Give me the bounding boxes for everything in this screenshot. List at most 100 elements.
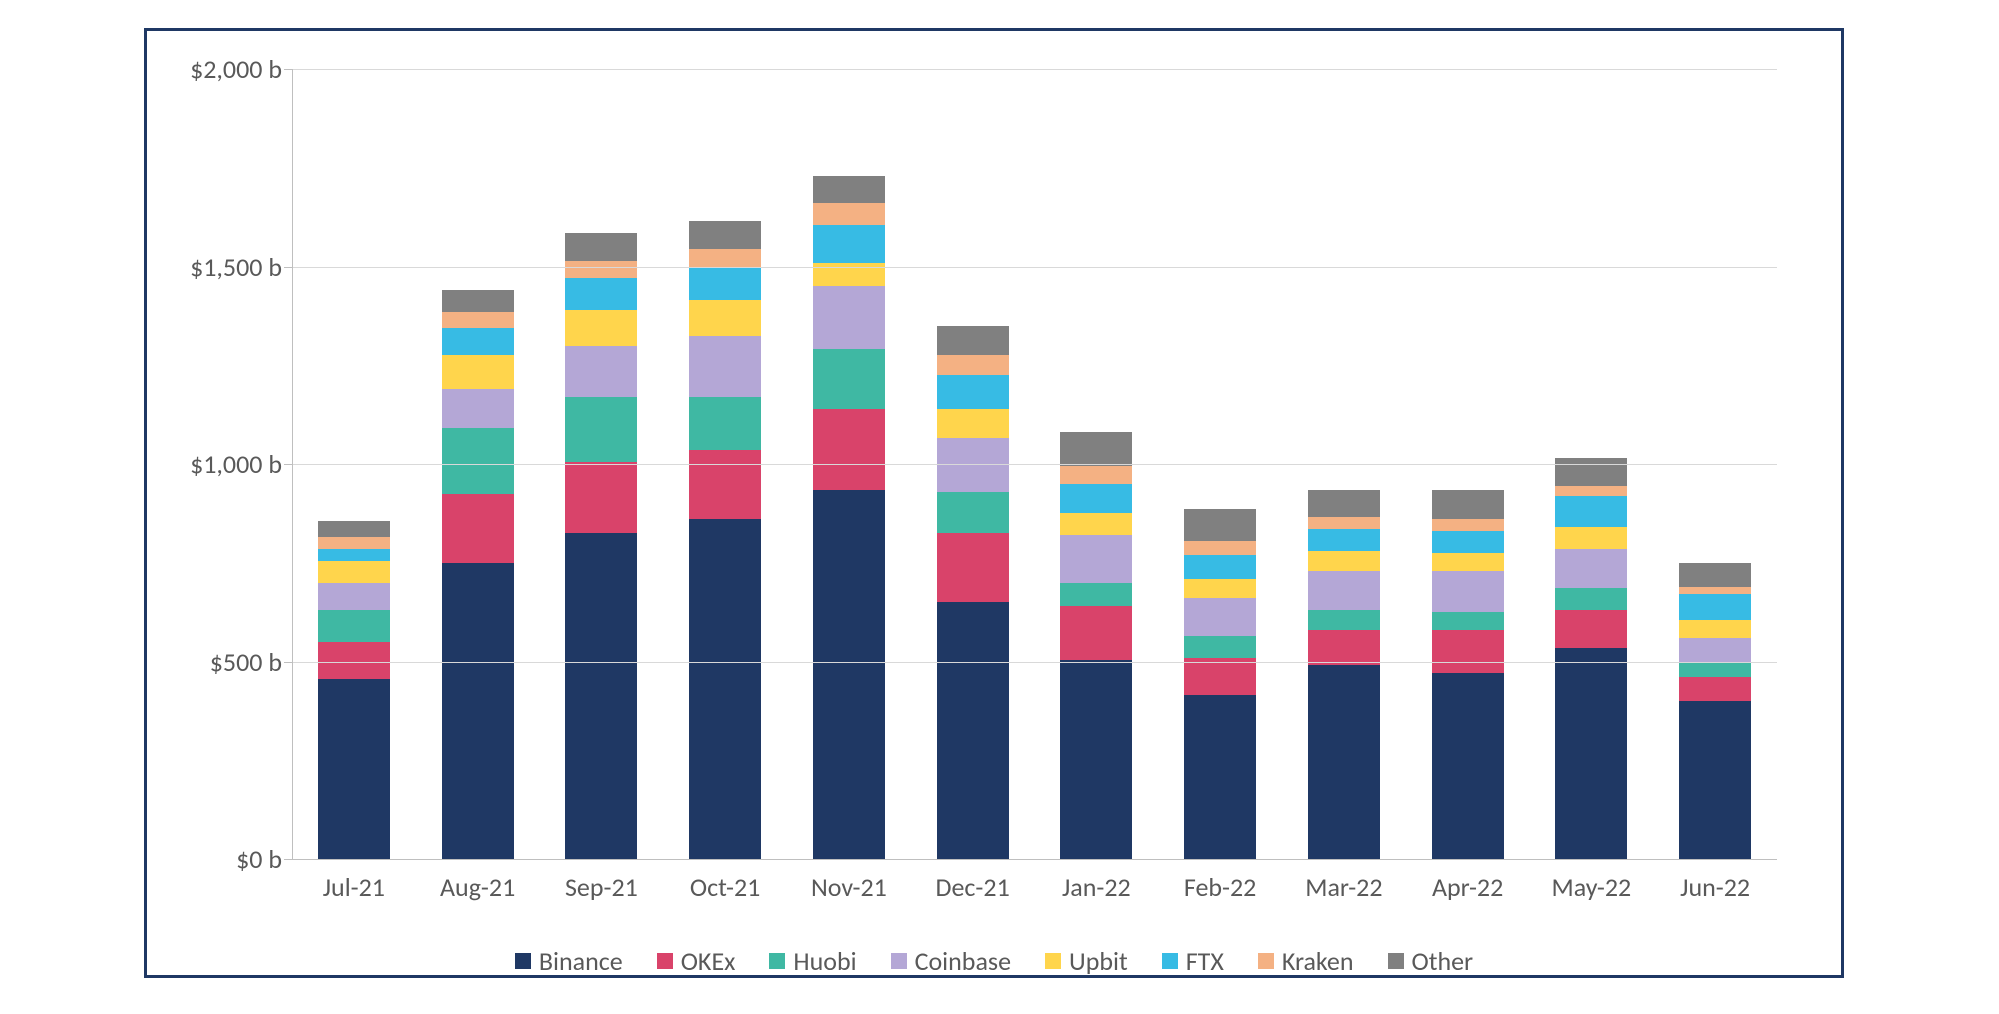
bar-segment xyxy=(1679,563,1751,587)
legend-label: Other xyxy=(1412,945,1474,977)
bar-segment xyxy=(1555,486,1627,496)
bar-segment xyxy=(689,267,761,301)
bar-stack xyxy=(937,326,1009,859)
bar-segment xyxy=(1432,490,1504,520)
bar-segment xyxy=(1060,535,1132,582)
bar-stack xyxy=(1432,490,1504,859)
x-axis-line xyxy=(292,859,1777,860)
bar-segment xyxy=(1555,496,1627,528)
bar-segment xyxy=(442,428,514,493)
legend: BinanceOKExHuobiCoinbaseUpbitFTXKrakenOt… xyxy=(147,945,1841,977)
bar-segment xyxy=(1060,432,1132,466)
bar-segment xyxy=(937,438,1009,491)
bar-segment xyxy=(689,336,761,397)
bar-segment xyxy=(442,563,514,859)
bar-segment xyxy=(1679,620,1751,638)
bar-segment xyxy=(442,328,514,356)
legend-label: Huobi xyxy=(793,945,856,977)
bar-segment xyxy=(1432,571,1504,612)
chart-container: $0 b$500 b$1,000 b$1,500 b$2,000 b Jul-2… xyxy=(0,0,1999,1014)
legend-item: OKEx xyxy=(657,945,736,977)
bar-segment xyxy=(565,233,637,261)
bar-segment xyxy=(813,286,885,349)
bar-segment xyxy=(1679,594,1751,620)
x-tick-label: Jul-21 xyxy=(292,871,416,903)
bar-segment xyxy=(1308,490,1380,518)
gridline xyxy=(292,69,1777,70)
y-tick-label: $1,500 b xyxy=(190,251,292,283)
x-tick-label: Mar-22 xyxy=(1282,871,1406,903)
bar-segment xyxy=(1432,519,1504,531)
legend-swatch xyxy=(515,953,531,969)
bar-segment xyxy=(1308,630,1380,666)
bar-stack xyxy=(1679,563,1751,859)
bar-segment xyxy=(937,492,1009,533)
bar-segment xyxy=(689,300,761,336)
legend-swatch xyxy=(891,953,907,969)
bar-segment xyxy=(1679,677,1751,701)
x-tick-label: Dec-21 xyxy=(911,871,1035,903)
bar-segment xyxy=(1308,529,1380,551)
bar-stack xyxy=(1060,432,1132,859)
bar-segment xyxy=(813,203,885,225)
gridline xyxy=(292,464,1777,465)
y-tick-label: $0 b xyxy=(236,843,292,875)
bar-segment xyxy=(1308,610,1380,630)
x-tick-label: Apr-22 xyxy=(1406,871,1530,903)
y-tick-label: $500 b xyxy=(210,646,292,678)
bar-segment xyxy=(937,326,1009,356)
y-axis-line xyxy=(292,69,293,859)
bar-segment xyxy=(565,278,637,310)
bar-segment xyxy=(565,346,637,397)
bar-segment xyxy=(937,409,1009,439)
legend-swatch xyxy=(1388,953,1404,969)
bar-segment xyxy=(1555,588,1627,610)
legend-label: FTX xyxy=(1186,945,1224,977)
legend-swatch xyxy=(1162,953,1178,969)
bar-segment xyxy=(1555,527,1627,549)
legend-item: Other xyxy=(1388,945,1474,977)
bar-segment xyxy=(1555,458,1627,486)
y-tick-label: $1,000 b xyxy=(190,448,292,480)
bar-segment xyxy=(1679,587,1751,595)
bar-segment xyxy=(565,533,637,859)
bar-segment xyxy=(1060,583,1132,607)
bar-segment xyxy=(813,490,885,859)
legend-item: Huobi xyxy=(769,945,856,977)
bar-segment xyxy=(1184,541,1256,555)
bar-segment xyxy=(1308,571,1380,611)
bar-segment xyxy=(1184,509,1256,541)
legend-item: FTX xyxy=(1162,945,1224,977)
bar-stack xyxy=(442,290,514,859)
gridline xyxy=(292,267,1777,268)
legend-label: Coinbase xyxy=(915,945,1011,977)
chart-frame: $0 b$500 b$1,000 b$1,500 b$2,000 b Jul-2… xyxy=(144,28,1844,978)
bar-segment xyxy=(318,679,390,859)
bar-segment xyxy=(565,397,637,462)
bar-stack xyxy=(1308,490,1380,859)
bar-segment xyxy=(1184,579,1256,599)
x-tick-label: May-22 xyxy=(1530,871,1654,903)
bar-segment xyxy=(442,355,514,389)
bar-segment xyxy=(1679,662,1751,678)
x-tick-label: Aug-21 xyxy=(416,871,540,903)
legend-item: Coinbase xyxy=(891,945,1011,977)
bar-segment xyxy=(1679,638,1751,662)
bar-segment xyxy=(318,561,390,583)
bar-segment xyxy=(1555,549,1627,589)
legend-label: OKEx xyxy=(681,945,736,977)
bar-segment xyxy=(442,312,514,328)
bar-segment xyxy=(1184,658,1256,696)
bar-segment xyxy=(1308,665,1380,859)
x-tick-label: Feb-22 xyxy=(1158,871,1282,903)
legend-item: Binance xyxy=(515,945,623,977)
bar-segment xyxy=(1432,673,1504,859)
bar-segment xyxy=(565,462,637,533)
bar-segment xyxy=(689,450,761,519)
legend-swatch xyxy=(769,953,785,969)
bar-segment xyxy=(937,602,1009,859)
legend-label: Binance xyxy=(539,945,623,977)
legend-item: Upbit xyxy=(1045,945,1128,977)
bar-segment xyxy=(318,537,390,549)
bar-segment xyxy=(1060,660,1132,859)
